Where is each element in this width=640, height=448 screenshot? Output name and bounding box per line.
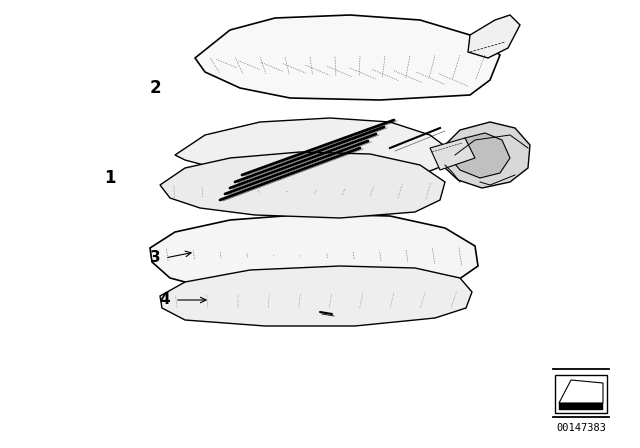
Polygon shape	[450, 133, 510, 178]
Polygon shape	[160, 266, 472, 326]
Polygon shape	[150, 214, 478, 294]
Text: 2: 2	[149, 79, 161, 97]
Polygon shape	[160, 152, 445, 218]
Bar	[555, 375, 607, 413]
Polygon shape	[468, 15, 520, 58]
Bar	[559, 403, 603, 410]
Polygon shape	[440, 122, 530, 188]
Polygon shape	[175, 118, 450, 180]
Text: 4: 4	[160, 293, 170, 307]
Text: 3: 3	[150, 250, 160, 266]
Polygon shape	[195, 15, 500, 100]
Text: 00147383: 00147383	[556, 423, 606, 433]
Polygon shape	[430, 138, 475, 170]
Text: 1: 1	[104, 169, 116, 187]
Polygon shape	[559, 380, 603, 403]
